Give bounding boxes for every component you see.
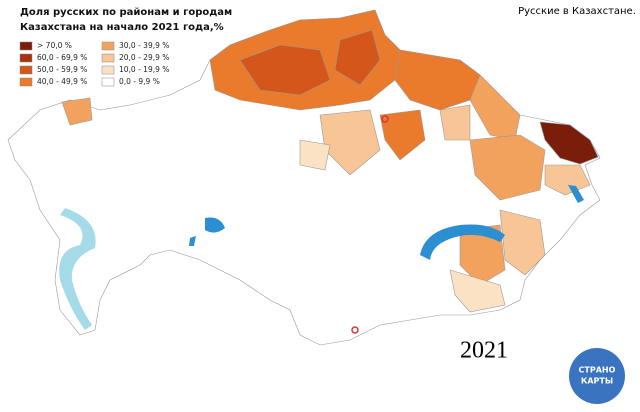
map-title: Казахстана на начало 2021 года,% (20, 22, 224, 33)
region (299, 139, 331, 171)
lake (189, 236, 196, 246)
region (539, 121, 599, 165)
legend-label: 50,0 - 59,9 % (37, 65, 87, 74)
lake-balkhash (420, 224, 505, 260)
legend-swatch (19, 65, 33, 75)
region (459, 224, 506, 286)
city-marker (381, 115, 389, 123)
region (61, 97, 93, 126)
legend-label: > 70,0 % (37, 41, 72, 50)
lake (568, 185, 584, 203)
legend-label: 10,0 - 19,9 % (119, 65, 169, 74)
region (334, 29, 381, 86)
legend-swatch (101, 53, 115, 63)
logo-text: СТРАНО (579, 366, 616, 375)
legend-label: 30,0 - 39,9 % (119, 41, 169, 50)
logo-text: КАРТЫ (581, 377, 613, 386)
legend-label: 20,0 - 29,9 % (119, 53, 169, 62)
caspian-sea (59, 208, 96, 330)
legend-label: 40,0 - 49,9 % (37, 77, 87, 86)
legend-swatch (101, 65, 115, 75)
region (439, 104, 471, 141)
legend-label: 0,0 - 9,9 % (119, 77, 160, 86)
city-marker (351, 326, 359, 334)
legend-label: 60,0 - 69,9 % (37, 53, 87, 62)
region (469, 134, 546, 201)
legend-swatch (101, 41, 115, 51)
caption: Русские в Казахстане. (518, 6, 636, 17)
legend: > 70,0 % 60,0 - 69,9 % 50,0 - 59,9 % 40,0 -… (19, 41, 169, 87)
logo (569, 348, 625, 404)
caption-box (516, 2, 638, 20)
region (379, 109, 426, 161)
year: 2021 (460, 338, 508, 364)
region (449, 269, 506, 313)
legend-swatch (19, 77, 33, 87)
region (239, 44, 331, 96)
map-title: Доля русских по районам и городам (20, 7, 232, 18)
region (499, 209, 546, 276)
aral-sea (205, 217, 225, 233)
legend-swatch (101, 77, 115, 87)
legend-swatch (19, 53, 33, 63)
legend-swatch (19, 41, 33, 51)
